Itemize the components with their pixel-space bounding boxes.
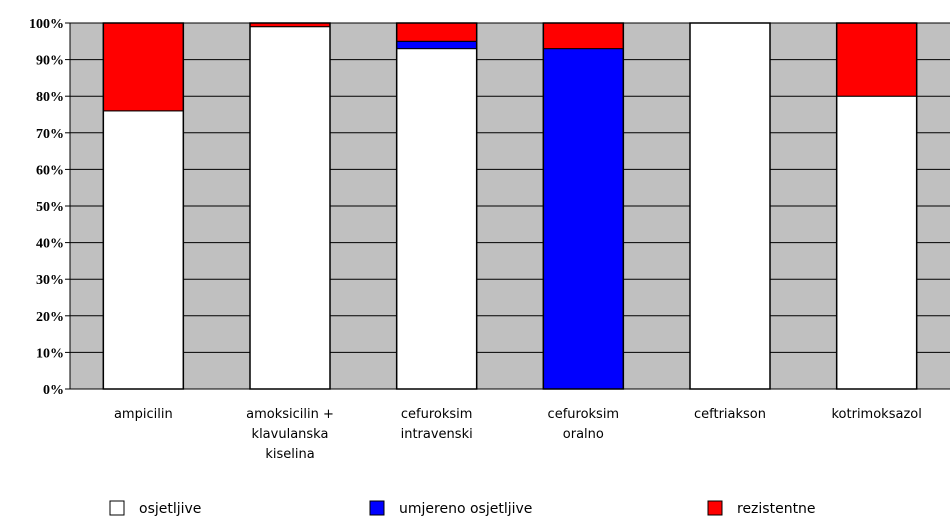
y-tick-label: 40% bbox=[36, 237, 64, 252]
bar-segment-4-3 bbox=[542, 22, 624, 50]
bar-segment-4-2 bbox=[542, 48, 624, 390]
y-tick-label: 60% bbox=[36, 163, 64, 178]
bar-outline bbox=[249, 22, 331, 390]
bar-segment-3-2 bbox=[396, 40, 478, 50]
legend-swatch bbox=[109, 500, 125, 516]
legend-swatch bbox=[707, 500, 723, 516]
y-tick-label: 30% bbox=[36, 273, 64, 288]
legend-label: rezistentne bbox=[737, 501, 816, 517]
y-tick-label: 70% bbox=[36, 127, 64, 142]
y-tick-label: 50% bbox=[36, 200, 64, 215]
x-category-label: amoksicilin + klavulanska kiselina bbox=[246, 407, 334, 462]
bar-segment-1-1 bbox=[102, 110, 184, 390]
y-tick-label: 90% bbox=[36, 54, 64, 69]
x-category-label: ampicilin bbox=[114, 407, 173, 422]
y-tick-label: 80% bbox=[36, 90, 64, 105]
bar-segment-3-3 bbox=[396, 22, 478, 42]
x-axis-labels: ampicilin amoksicilin + klavulanska kiselin… bbox=[114, 407, 922, 462]
y-tick-label: 20% bbox=[36, 310, 64, 325]
x-category-label: cefuroksim intravenski bbox=[401, 407, 473, 442]
bar-segment-2-1 bbox=[249, 26, 331, 390]
legend: osjetljive umjereno osjetljive rezistentne bbox=[109, 500, 816, 517]
bar-outline bbox=[689, 22, 771, 390]
legend-label: osjetljive bbox=[139, 501, 201, 517]
bars bbox=[102, 22, 918, 390]
y-tick-label: 100% bbox=[29, 17, 64, 32]
bar-segment-6-1 bbox=[836, 95, 918, 390]
bar-segment-6-3 bbox=[836, 22, 918, 97]
bar-segment-1-3 bbox=[102, 22, 184, 112]
legend-swatch bbox=[369, 500, 385, 516]
bar-outline bbox=[102, 22, 185, 390]
bar-segment-3-1 bbox=[396, 48, 478, 390]
x-category-label: kotrimoksazol bbox=[831, 407, 921, 422]
gridlines bbox=[70, 22, 950, 390]
bar-outline bbox=[835, 22, 918, 390]
legend-label: umjereno osjetljive bbox=[399, 501, 532, 517]
y-tick-label: 10% bbox=[36, 346, 64, 361]
bar-outline bbox=[542, 22, 625, 390]
x-category-label: ceftriakson bbox=[694, 407, 766, 422]
bar-segment-5-1 bbox=[689, 22, 771, 390]
y-tick-label: 0% bbox=[43, 383, 64, 398]
y-axis: 0% 10% 20% 30% 40% 50% 60% 70% 80% 90% 100% bbox=[29, 17, 71, 398]
bar-outline bbox=[395, 22, 478, 390]
x-category-label: cefuroksim oralno bbox=[548, 407, 620, 442]
